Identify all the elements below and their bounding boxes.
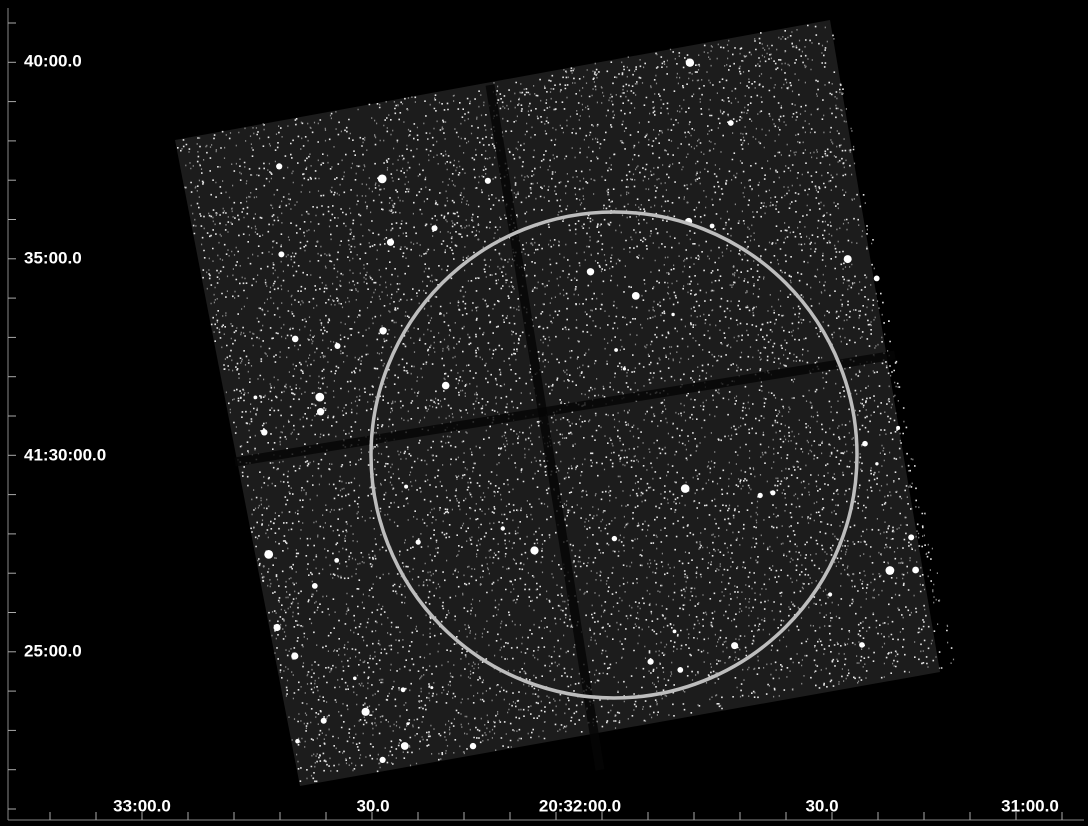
source xyxy=(648,659,654,665)
source xyxy=(406,722,409,725)
dec-label: 25:00.0 xyxy=(24,641,82,660)
source xyxy=(312,583,318,589)
detector-field xyxy=(175,20,940,786)
source xyxy=(379,327,386,334)
source xyxy=(387,239,394,246)
source xyxy=(632,292,640,300)
source xyxy=(908,534,914,540)
sky-image: 40:00.0 35:00.0 41:30:00.0 25:00.0 33:00… xyxy=(0,0,1088,826)
source xyxy=(681,484,690,493)
source xyxy=(295,739,300,744)
source xyxy=(875,462,878,465)
source xyxy=(264,550,273,559)
source xyxy=(530,546,538,554)
source xyxy=(862,441,868,447)
source xyxy=(731,642,738,649)
source xyxy=(274,624,281,631)
source xyxy=(758,493,763,498)
source xyxy=(710,224,715,229)
source xyxy=(315,393,324,402)
source xyxy=(623,367,626,370)
source xyxy=(335,343,341,349)
source xyxy=(673,630,677,634)
source xyxy=(728,120,734,126)
source xyxy=(291,652,298,659)
source xyxy=(430,686,433,689)
ra-label: 31:00.0 xyxy=(1001,796,1059,815)
source xyxy=(612,536,617,541)
source xyxy=(432,225,438,231)
source xyxy=(828,592,832,596)
source xyxy=(859,642,865,648)
source xyxy=(276,163,282,169)
source xyxy=(254,396,258,400)
source xyxy=(501,526,505,530)
source xyxy=(614,348,618,352)
source xyxy=(321,718,327,724)
source xyxy=(401,742,409,750)
source xyxy=(886,566,895,575)
source xyxy=(353,677,357,681)
source xyxy=(912,567,919,574)
source xyxy=(362,708,370,716)
source xyxy=(587,268,594,275)
source xyxy=(770,490,775,495)
source xyxy=(896,426,900,430)
ra-label: 33:00.0 xyxy=(113,796,171,815)
page: 40:00.0 35:00.0 41:30:00.0 25:00.0 33:00… xyxy=(0,0,1088,826)
source xyxy=(292,336,299,343)
ra-label: 20:32:00.0 xyxy=(539,796,621,815)
source xyxy=(401,687,406,692)
source xyxy=(278,251,284,257)
ra-label: 30.0 xyxy=(805,796,838,815)
dec-label: 40:00.0 xyxy=(24,51,82,70)
source xyxy=(442,382,450,390)
source xyxy=(334,558,339,563)
source xyxy=(378,175,387,184)
source xyxy=(844,255,852,263)
source xyxy=(686,59,694,67)
source xyxy=(416,540,421,545)
source xyxy=(261,429,267,435)
ra-label: 30.0 xyxy=(356,796,389,815)
source xyxy=(380,757,386,763)
dec-label: 35:00.0 xyxy=(24,248,82,267)
source xyxy=(677,667,683,673)
source xyxy=(317,408,324,415)
dec-label: 41:30:00.0 xyxy=(24,445,106,464)
source xyxy=(404,485,408,489)
source xyxy=(485,178,491,184)
source xyxy=(671,313,674,316)
source xyxy=(874,276,880,282)
source xyxy=(470,743,476,749)
